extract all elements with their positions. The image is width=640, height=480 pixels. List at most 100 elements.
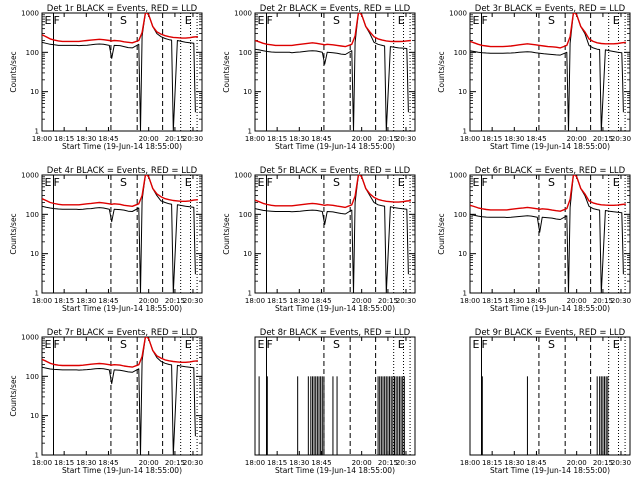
event-marker-label: E — [44, 338, 51, 351]
x-tick-label: 18:45 — [526, 135, 546, 143]
y-tick-label: 10 — [30, 88, 39, 96]
x-tick-label: 20:15 — [378, 297, 398, 305]
series-group — [42, 13, 198, 131]
lld-series-line — [470, 175, 626, 212]
chart-title: Det 7r BLACK = Events, RED = LLD — [47, 328, 198, 338]
plot-frame — [41, 174, 203, 294]
x-axis-label: Start Time (19-Jun-14 18:55:00) — [275, 142, 395, 151]
event-marker-label: E — [185, 338, 192, 351]
y-tick-label: 1 — [463, 290, 467, 298]
x-tick-label: 18:45 — [311, 459, 331, 467]
series-group — [470, 175, 626, 293]
event-marker-label: E — [472, 338, 479, 351]
event-marker-label: E — [472, 176, 479, 189]
x-tick-label: 20:00 — [352, 135, 372, 143]
events-series-line — [470, 13, 624, 131]
x-tick-label: 20:00 — [567, 135, 587, 143]
y-axis-label: Counts/sec — [437, 213, 446, 254]
x-tick-label: 18:15 — [267, 459, 287, 467]
y-tick-label: 10 — [243, 88, 252, 96]
event-marker-label: E — [44, 176, 51, 189]
plot-frame — [469, 12, 631, 132]
plot-frame — [469, 174, 631, 294]
x-tick-label: 20:15 — [593, 459, 613, 467]
x-tick-label: 20:15 — [165, 297, 185, 305]
x-tick-label: 18:45 — [98, 459, 118, 467]
x-tick-label: 18:00 — [460, 135, 480, 143]
y-tick-label: 10 — [243, 250, 252, 258]
y-tick-label: 10 — [458, 250, 467, 258]
event-marker-label: S — [548, 176, 555, 189]
series-group — [42, 175, 198, 293]
x-axis-label: Start Time (19-Jun-14 18:55:00) — [275, 304, 395, 313]
x-tick-label: 20:00 — [352, 297, 372, 305]
x-axis-label: Start Time (19-Jun-14 18:55:00) — [490, 142, 610, 151]
plot-frame — [254, 336, 416, 456]
series-group — [42, 337, 198, 455]
y-tick-label: 100 — [239, 211, 252, 219]
x-tick-label: 20:00 — [352, 459, 372, 467]
event-marker-label: F — [53, 338, 59, 351]
x-tick-label: 18:15 — [54, 135, 74, 143]
series-group — [470, 13, 626, 131]
x-tick-label: 18:00 — [460, 297, 480, 305]
y-axis-label: Counts/sec — [437, 51, 446, 92]
chart-title: Det 4r BLACK = Events, RED = LLD — [47, 166, 198, 176]
event-marker-label: F — [266, 14, 272, 27]
event-marker-label: E — [613, 338, 620, 351]
lld-series-line — [42, 337, 198, 368]
x-tick-label: 18:15 — [267, 297, 287, 305]
event-marker-label: F — [481, 14, 487, 27]
event-marker-label: E — [472, 14, 479, 27]
x-tick-label: 20:30 — [396, 459, 416, 467]
chart-title: Det 8r BLACK = Events, RED = LLD — [260, 328, 411, 338]
x-tick-label: 18:00 — [245, 135, 265, 143]
x-tick-label: 18:30 — [76, 135, 96, 143]
event-marker-label: S — [548, 14, 555, 27]
chart-title: Det 2r BLACK = Events, RED = LLD — [260, 4, 411, 14]
x-tick-label: 18:30 — [504, 297, 524, 305]
y-tick-label: 100 — [454, 211, 467, 219]
x-axis-label: Start Time (19-Jun-14 18:55:00) — [62, 466, 182, 475]
plot-frame — [254, 12, 416, 132]
event-marker-label: E — [398, 14, 405, 27]
event-marker-label: S — [120, 176, 127, 189]
x-tick-label: 20:15 — [593, 135, 613, 143]
event-marker-label: E — [257, 176, 264, 189]
x-tick-label: 18:45 — [98, 135, 118, 143]
x-tick-label: 18:15 — [482, 459, 502, 467]
y-tick-label: 1 — [248, 128, 252, 136]
event-marker-label: E — [613, 176, 620, 189]
y-tick-label: 10 — [458, 88, 467, 96]
x-tick-label: 20:00 — [139, 459, 159, 467]
x-tick-label: 18:45 — [311, 297, 331, 305]
x-tick-label: 18:00 — [32, 459, 52, 467]
y-tick-label: 1 — [463, 128, 467, 136]
x-tick-label: 18:30 — [504, 135, 524, 143]
x-tick-label: 20:30 — [611, 459, 631, 467]
x-tick-label: 18:30 — [289, 459, 309, 467]
lld-series-line — [255, 175, 411, 209]
x-tick-label: 18:30 — [76, 297, 96, 305]
y-tick-label: 1000 — [21, 334, 39, 342]
event-marker-label: S — [333, 338, 340, 351]
x-tick-label: 20:15 — [378, 135, 398, 143]
x-tick-label: 20:30 — [183, 459, 203, 467]
plot-frame — [469, 336, 631, 456]
x-tick-label: 18:45 — [526, 459, 546, 467]
y-tick-label: 1 — [248, 290, 252, 298]
event-marker-label: E — [185, 176, 192, 189]
x-tick-label: 20:00 — [567, 459, 587, 467]
lld-series-line — [255, 13, 411, 48]
y-tick-label: 1 — [35, 128, 39, 136]
x-tick-label: 18:15 — [482, 297, 502, 305]
event-marker-label: S — [333, 14, 340, 27]
x-tick-label: 18:00 — [32, 135, 52, 143]
events-series-line — [470, 175, 624, 293]
event-marker-label: S — [333, 176, 340, 189]
y-tick-label: 1 — [35, 452, 39, 460]
series-group — [255, 175, 411, 293]
